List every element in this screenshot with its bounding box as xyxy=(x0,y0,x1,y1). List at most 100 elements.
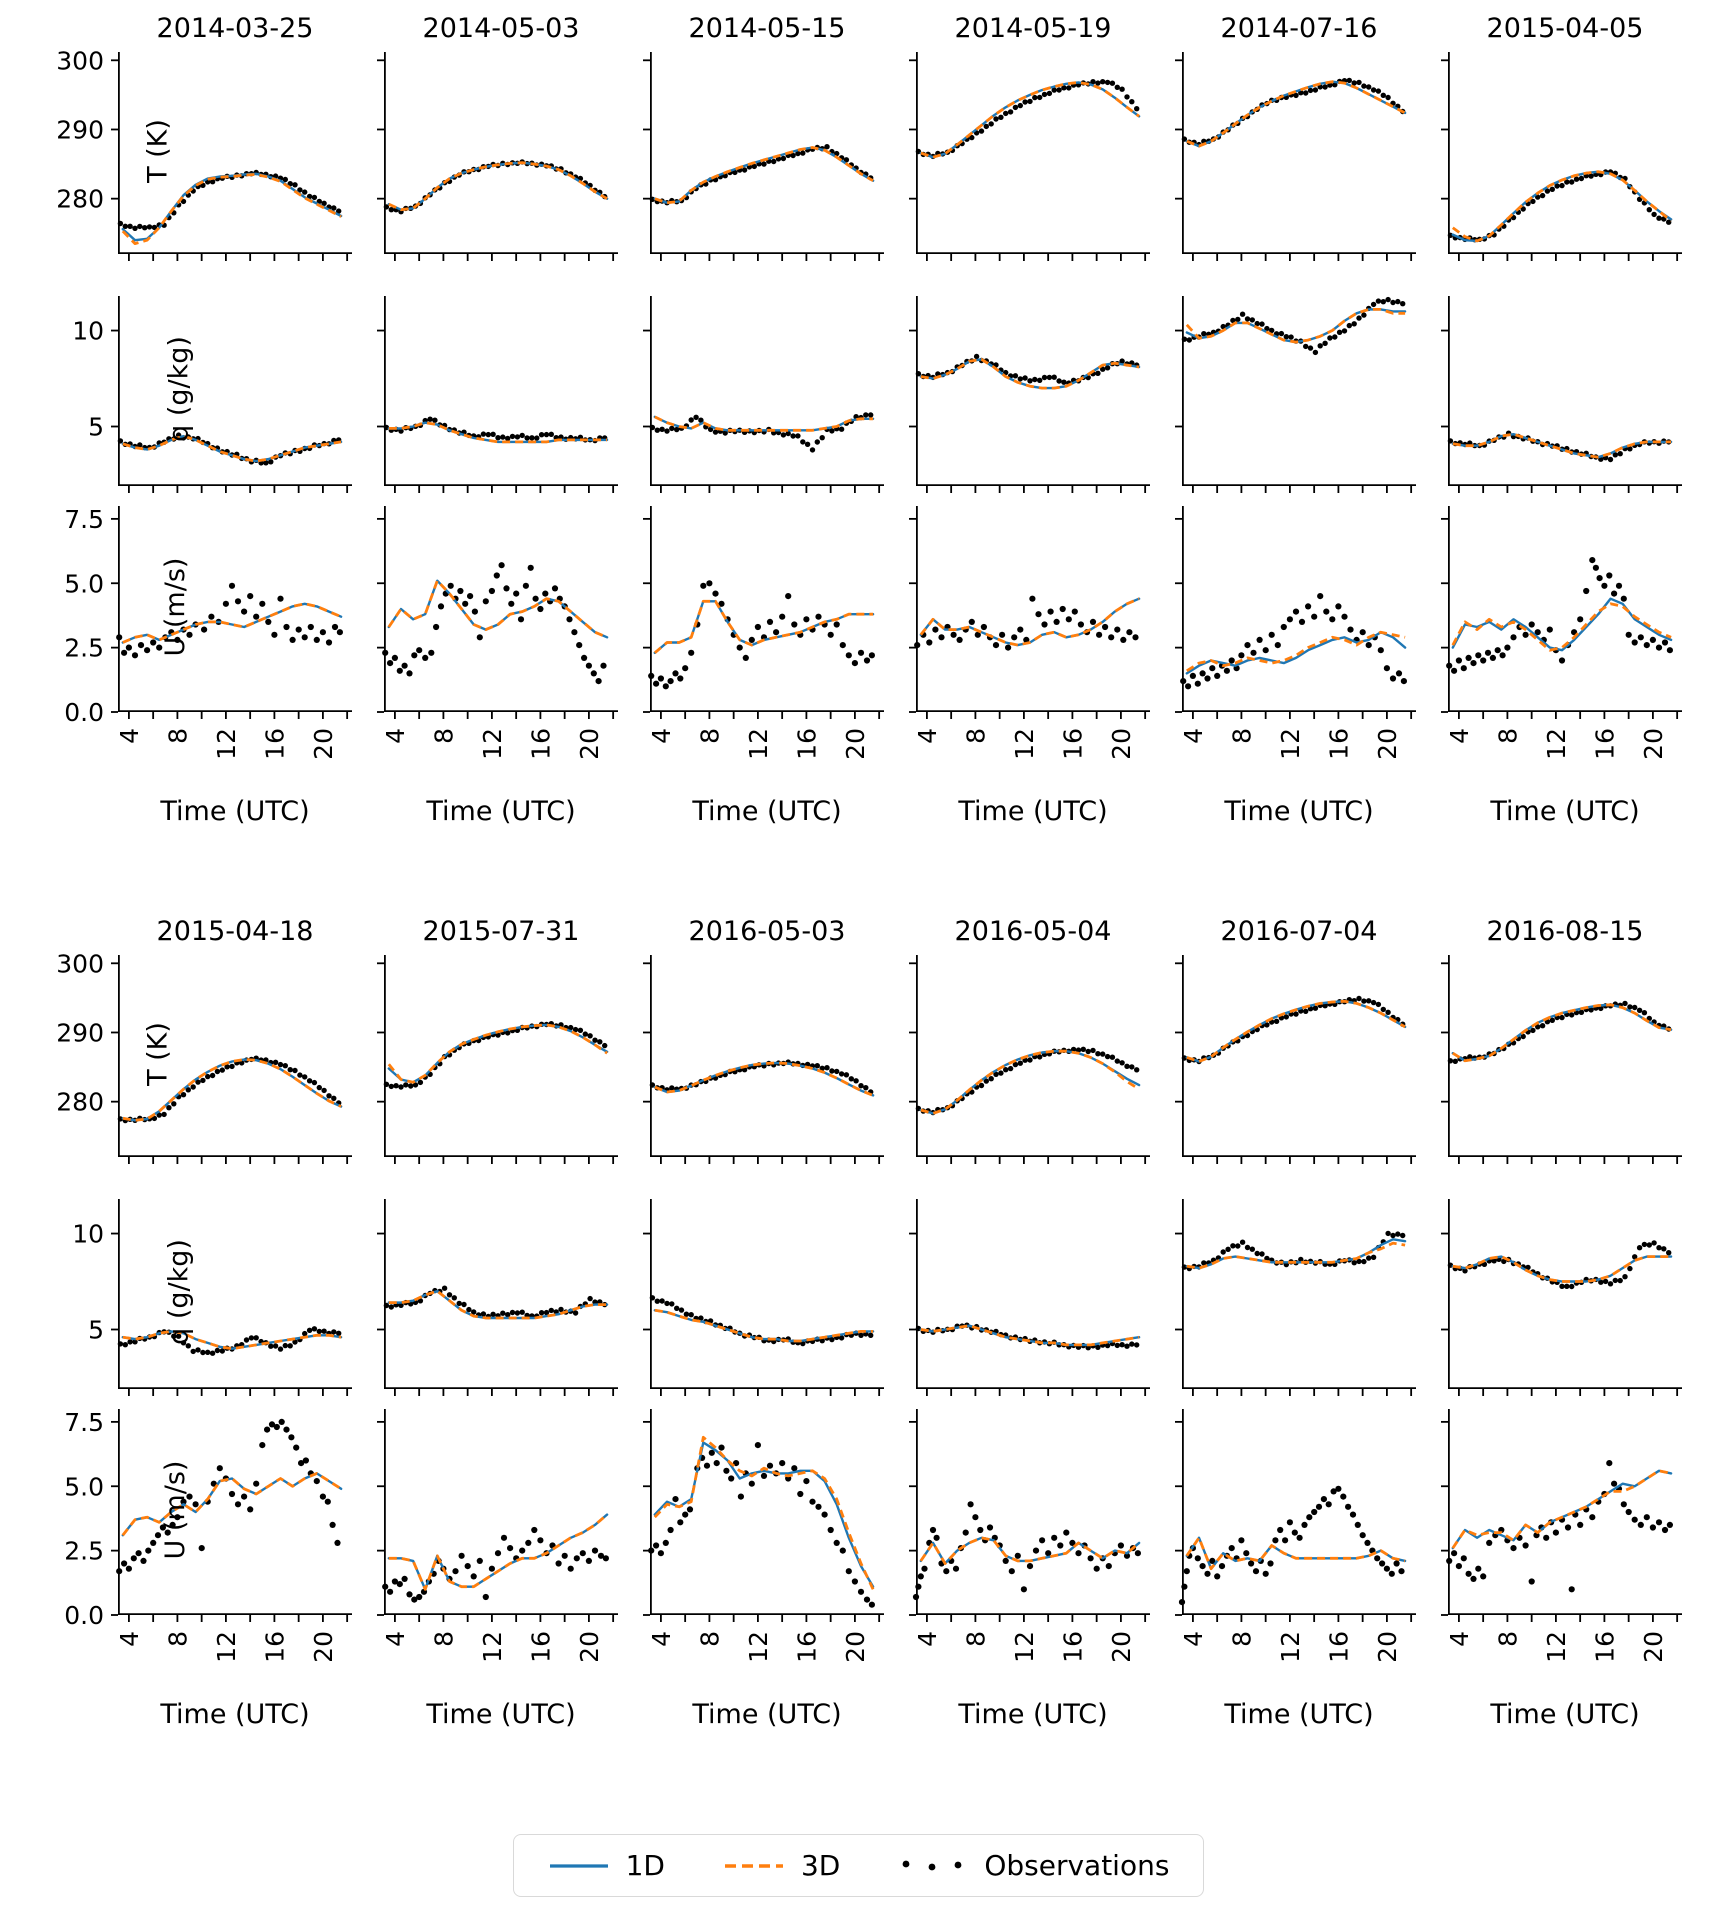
series-1d-line xyxy=(1451,597,1673,652)
x-tick-label: 16 xyxy=(1324,728,1353,760)
series-3d-line xyxy=(653,599,874,654)
series-3d-line xyxy=(387,579,608,639)
x-tick-label: 20 xyxy=(841,728,870,760)
y-tick-label: 0.0 xyxy=(64,698,104,727)
panel-columns: 2015-04-18 280 290 300 5 10 0.0 2.5 5.0 7.5 4 8 12 16… xyxy=(56,915,1717,1730)
y-tick-label: 300 xyxy=(56,46,104,75)
chart-panel-q-2014-05-19 xyxy=(909,296,1150,493)
x-tick-label: 20 xyxy=(575,728,604,760)
y-tick-label: 300 xyxy=(56,949,104,978)
series-3d-line xyxy=(1185,1536,1406,1571)
y-axis-label-T: T (K) xyxy=(142,1022,174,1086)
y-tick-label: 5 xyxy=(88,1316,104,1345)
y-tick-label: 290 xyxy=(56,115,104,144)
x-axis-label: Time (UTC) xyxy=(1224,796,1374,827)
x-tick-label: 8 xyxy=(695,1631,724,1647)
chart-panel-q-2014-07-16 xyxy=(1175,296,1416,493)
series-3d-line xyxy=(388,1289,608,1320)
series-3d-line xyxy=(388,161,608,212)
x-tick-label: 4 xyxy=(381,728,410,744)
x-tick-label: 8 xyxy=(429,1631,458,1647)
series-3d-line xyxy=(1186,80,1406,148)
x-axis-label: Time (UTC) xyxy=(1490,1699,1640,1730)
x-tick-label: 20 xyxy=(1373,728,1402,760)
chart-panel-q-2014-05-15 xyxy=(643,296,884,493)
x-tick-label: 12 xyxy=(478,728,507,760)
chart-panel-q-2015-04-18: 5 10 xyxy=(72,1199,352,1396)
x-tick-label: 20 xyxy=(1639,728,1668,760)
series-3d-line xyxy=(1185,308,1406,344)
chart-panel-q-2014-03-25: 5 10 xyxy=(72,296,352,493)
panel-column-2016-08-15: 2016-08-15 4 8 12 16 20 Time (UTC) xyxy=(1441,915,1682,1730)
y-axis-label-U: U (m/s) xyxy=(159,1460,191,1560)
observations-dots xyxy=(1446,1460,1673,1593)
panel-column-2016-07-04: 2016-07-04 4 8 12 16 20 Time (UTC) xyxy=(1175,915,1416,1730)
x-tick-label: 8 xyxy=(1227,1631,1256,1647)
legend: 1D 3D Observations xyxy=(512,1834,1205,1897)
x-tick-label: 20 xyxy=(309,1631,338,1663)
x-tick-label: 8 xyxy=(163,728,192,744)
chart-panel-U-2016-07-04: 4 8 12 16 20 xyxy=(1175,1409,1416,1663)
series-3d-line xyxy=(654,146,874,205)
y-tick-label: 2.5 xyxy=(64,1537,104,1566)
x-tick-label: 8 xyxy=(429,728,458,744)
x-tick-label: 4 xyxy=(115,1631,144,1647)
observations-dots xyxy=(915,1322,1140,1351)
series-3d-line xyxy=(919,597,1140,647)
x-tick-label: 20 xyxy=(1373,1631,1402,1663)
x-tick-label: 16 xyxy=(792,1631,821,1663)
legend-1d-line-icon xyxy=(549,1863,608,1868)
panel-title: 2016-05-03 xyxy=(688,916,846,947)
series-3d-line xyxy=(654,1061,874,1097)
series-3d-line xyxy=(920,1049,1140,1115)
x-tick-label: 12 xyxy=(1010,728,1039,760)
x-tick-label: 16 xyxy=(792,728,821,760)
y-tick-label: 7.5 xyxy=(64,1408,104,1437)
panel-block-2: T (K) q (g/kg) U (m/s) 2015-04-18 280 290 300 5… xyxy=(56,915,1717,1730)
x-tick-label: 4 xyxy=(913,1631,942,1647)
panel-grid: T (K) q (g/kg) U (m/s) 2014-03-25 280 290 300 5… xyxy=(0,12,1717,1730)
chart-panel-T-2015-07-31 xyxy=(377,955,618,1164)
series-3d-line xyxy=(388,1513,609,1591)
x-axis-label: Time (UTC) xyxy=(692,1699,842,1730)
panel-column-2016-05-04: 2016-05-04 4 8 12 16 20 Time (UTC) xyxy=(909,915,1150,1730)
x-tick-label: 20 xyxy=(309,728,338,760)
chart-panel-U-2015-04-05: 4 8 12 16 20 xyxy=(1441,506,1682,760)
observations-dots xyxy=(117,1326,342,1356)
x-tick-label: 20 xyxy=(1107,1631,1136,1663)
chart-panel-T-2014-05-03 xyxy=(377,52,618,261)
y-tick-label: 5.0 xyxy=(64,569,104,598)
x-axis-label: Time (UTC) xyxy=(692,796,842,827)
legend-1d-label: 1D xyxy=(625,1849,665,1882)
series-3d-line xyxy=(1451,602,1672,652)
y-axis-label-T: T (K) xyxy=(142,119,174,183)
legend-item-1d: 1D xyxy=(548,1849,665,1882)
y-tick-label: 5 xyxy=(88,413,104,442)
panel-column-2014-07-16: 2014-07-16 4 8 12 16 20 Time (UTC) xyxy=(1175,12,1416,827)
y-tick-label: 290 xyxy=(56,1018,104,1047)
chart-panel-U-2015-04-18: 0.0 2.5 5.0 7.5 4 8 12 16 20 xyxy=(64,1408,352,1663)
panel-columns: 2014-03-25 280 290 300 5 10 0.0 2.5 5.0 7.5 4 8 12 16… xyxy=(56,12,1717,827)
series-1d-line xyxy=(121,172,343,242)
observations-dots xyxy=(383,1285,608,1320)
chart-panel-U-2014-05-19: 4 8 12 16 20 xyxy=(909,506,1150,760)
observations-dots xyxy=(1446,557,1673,674)
x-tick-label: 8 xyxy=(1227,728,1256,744)
x-tick-label: 12 xyxy=(478,1631,507,1663)
observations-dots xyxy=(1447,430,1672,463)
chart-panel-q-2016-07-04 xyxy=(1175,1199,1416,1396)
chart-panel-T-2014-05-19 xyxy=(909,52,1150,261)
x-tick-label: 4 xyxy=(1445,1631,1474,1647)
x-tick-label: 8 xyxy=(163,1631,192,1647)
x-tick-label: 8 xyxy=(695,728,724,744)
chart-panel-U-2014-03-25: 0.0 2.5 5.0 7.5 4 8 12 16 20 xyxy=(64,505,352,760)
x-tick-label: 8 xyxy=(961,1631,990,1647)
x-axis-label: Time (UTC) xyxy=(958,796,1108,827)
legend-item-3d: 3D xyxy=(723,1849,840,1882)
y-tick-label: 10 xyxy=(72,317,104,346)
chart-panel-U-2014-05-03: 4 8 12 16 20 xyxy=(377,506,618,760)
x-tick-label: 12 xyxy=(1542,728,1571,760)
chart-panel-q-2016-05-03 xyxy=(643,1199,884,1396)
x-axis-label: Time (UTC) xyxy=(426,796,576,827)
x-tick-label: 20 xyxy=(575,1631,604,1663)
